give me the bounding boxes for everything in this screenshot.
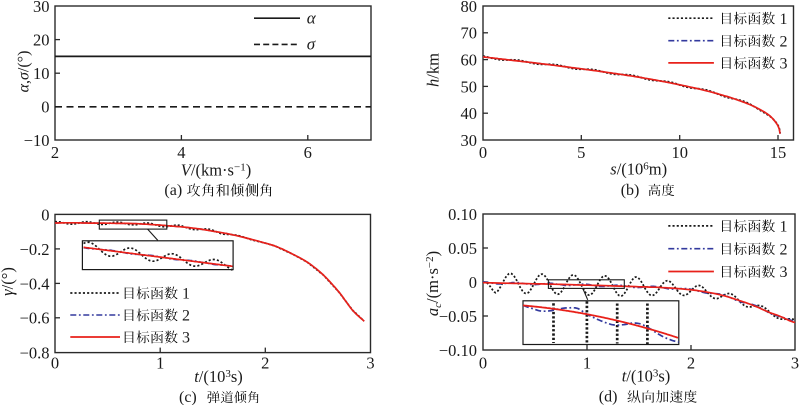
svg-text:0.05: 0.05 — [448, 239, 477, 258]
svg-text:γ/(°): γ/(°) — [0, 267, 17, 296]
svg-text:V/(km·s−1): V/(km·s−1) — [181, 160, 251, 179]
svg-text:60: 60 — [461, 51, 478, 70]
svg-text:5: 5 — [577, 143, 585, 162]
svg-text:1: 1 — [780, 219, 788, 236]
svg-text:2: 2 — [261, 354, 269, 373]
svg-text:1: 1 — [156, 354, 164, 373]
svg-text:(b): (b) — [621, 182, 640, 199]
svg-text:α: α — [307, 9, 317, 28]
svg-text:ac/(m·s−2): ac/(m·s−2) — [423, 251, 444, 316]
svg-text:(d): (d) — [599, 388, 618, 405]
svg-text:−0.6: −0.6 — [20, 309, 50, 328]
svg-text:(a): (a) — [164, 182, 182, 199]
svg-text:−0.05: −0.05 — [439, 307, 477, 326]
svg-text:50: 50 — [461, 77, 478, 96]
svg-text:−0.10: −0.10 — [439, 341, 477, 360]
svg-text:−0.2: −0.2 — [20, 240, 50, 259]
svg-text:3: 3 — [182, 330, 190, 347]
svg-text:−10: −10 — [24, 131, 50, 150]
svg-text:3: 3 — [780, 264, 788, 281]
svg-text:−0.8: −0.8 — [20, 344, 50, 363]
svg-text:6: 6 — [304, 143, 312, 162]
svg-text:0: 0 — [51, 354, 59, 373]
svg-text:σ: σ — [307, 35, 316, 54]
svg-text:0.10: 0.10 — [448, 205, 477, 224]
svg-text:20: 20 — [33, 31, 50, 50]
svg-text:15: 15 — [770, 143, 787, 162]
svg-text:0: 0 — [41, 205, 49, 224]
svg-text:2: 2 — [182, 308, 190, 325]
svg-text:0: 0 — [41, 98, 49, 117]
svg-text:0: 0 — [469, 273, 477, 292]
svg-text:10: 10 — [671, 143, 688, 162]
svg-text:4: 4 — [177, 143, 185, 162]
svg-text:2: 2 — [780, 241, 788, 258]
svg-text:α,σ/(°): α,σ/(°) — [16, 51, 33, 93]
svg-text:h/km: h/km — [424, 53, 443, 87]
svg-text:s/(106m): s/(106m) — [610, 160, 667, 179]
svg-text:2: 2 — [687, 354, 695, 373]
svg-text:t/(103s): t/(103s) — [622, 366, 671, 385]
svg-text:1: 1 — [780, 11, 788, 28]
svg-text:1: 1 — [182, 286, 190, 303]
svg-text:80: 80 — [461, 0, 478, 16]
svg-text:1: 1 — [583, 354, 591, 373]
svg-text:3: 3 — [791, 354, 799, 373]
svg-text:2: 2 — [780, 33, 788, 50]
svg-text:30: 30 — [33, 0, 50, 16]
svg-text:10: 10 — [33, 64, 50, 83]
svg-text:0: 0 — [479, 143, 487, 162]
svg-text:t/(103s): t/(103s) — [194, 367, 243, 386]
svg-text:70: 70 — [461, 24, 478, 43]
svg-text:30: 30 — [461, 131, 478, 150]
svg-text:40: 40 — [461, 104, 478, 123]
svg-text:0: 0 — [479, 354, 487, 373]
svg-text:2: 2 — [51, 143, 59, 162]
svg-text:3: 3 — [366, 354, 374, 373]
svg-text:3: 3 — [780, 56, 788, 73]
svg-text:−0.4: −0.4 — [20, 274, 50, 293]
svg-text:(c): (c) — [179, 389, 197, 405]
